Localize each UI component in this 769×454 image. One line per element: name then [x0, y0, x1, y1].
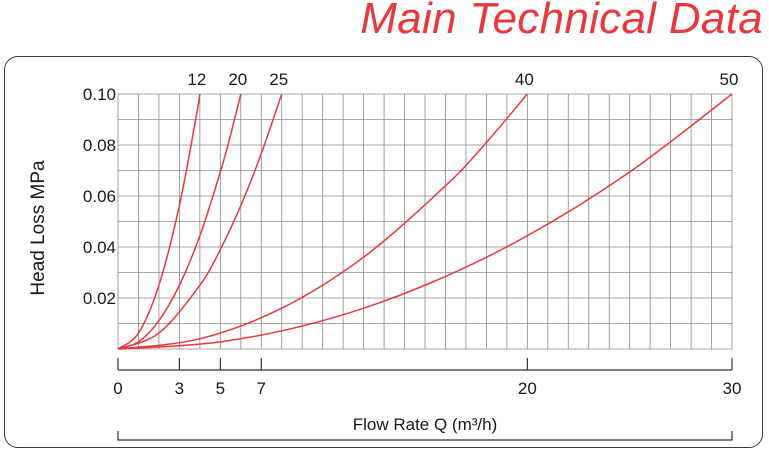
- x-tick-label: 7: [257, 379, 266, 398]
- series-line-25: [117, 93, 283, 350]
- series-label-20: 20: [228, 70, 247, 89]
- y-tick-label: 0.06: [83, 187, 116, 206]
- series-label-25: 25: [269, 70, 288, 89]
- series-label-12: 12: [187, 70, 206, 89]
- grid: [117, 93, 733, 441]
- x-tick-label: 20: [518, 379, 537, 398]
- y-tick-label: 0.02: [83, 289, 116, 308]
- x-axis-label: Flow Rate Q (m³/h): [353, 415, 498, 434]
- x-tick-label: 3: [175, 379, 184, 398]
- series-label-50: 50: [720, 70, 739, 89]
- labels: Head Loss MPa Flow Rate Q (m³/h) 0.02 0.0…: [28, 70, 741, 434]
- series-label-40: 40: [515, 70, 534, 89]
- series-line-40: [117, 93, 528, 350]
- x-axis-bracket: [117, 431, 733, 441]
- curves: [117, 93, 733, 350]
- y-tick-label: 0.10: [83, 85, 116, 104]
- y-tick-label: 0.04: [83, 238, 116, 257]
- chart-frame: [4, 56, 763, 448]
- x-tick-label: 30: [723, 379, 742, 398]
- x-tick-label: 0: [113, 379, 122, 398]
- y-axis-label: Head Loss MPa: [28, 160, 49, 296]
- series-line-20: [117, 93, 242, 350]
- page-title: Main Technical Data: [360, 0, 763, 43]
- x-tick-label: 5: [216, 379, 225, 398]
- series-line-12: [117, 93, 201, 350]
- y-tick-label: 0.08: [83, 136, 116, 155]
- series-line-50: [117, 93, 733, 350]
